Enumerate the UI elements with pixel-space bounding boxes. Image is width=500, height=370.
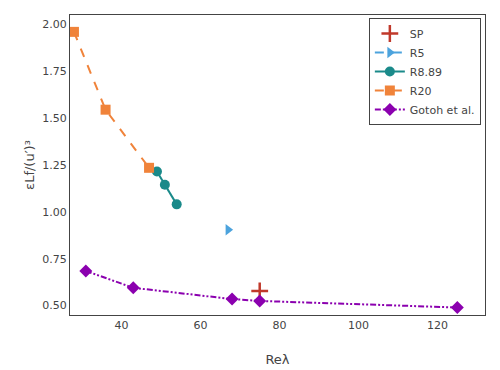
svg-text:2.00: 2.00: [42, 18, 67, 31]
svg-text:1.25: 1.25: [42, 159, 67, 172]
svg-text:Gotoh et al.: Gotoh et al.: [410, 104, 475, 117]
svg-text:1.00: 1.00: [42, 206, 67, 219]
svg-text:60: 60: [193, 319, 207, 332]
svg-text:1.50: 1.50: [42, 112, 67, 125]
svg-text:R20: R20: [410, 85, 432, 98]
svg-text:SP: SP: [410, 28, 424, 41]
svg-text:0.75: 0.75: [42, 253, 67, 266]
svg-text:0.50: 0.50: [42, 299, 67, 312]
svg-text:R8.89: R8.89: [410, 66, 442, 79]
svg-text:Reλ: Reλ: [265, 352, 289, 367]
svg-text:40: 40: [114, 319, 128, 332]
svg-text:80: 80: [272, 319, 286, 332]
svg-text:1.75: 1.75: [42, 65, 67, 78]
svg-text:R5: R5: [410, 47, 425, 60]
svg-text:εLf/(u′)³: εLf/(u′)³: [22, 140, 37, 190]
svg-text:120: 120: [427, 319, 448, 332]
svg-text:100: 100: [348, 319, 369, 332]
